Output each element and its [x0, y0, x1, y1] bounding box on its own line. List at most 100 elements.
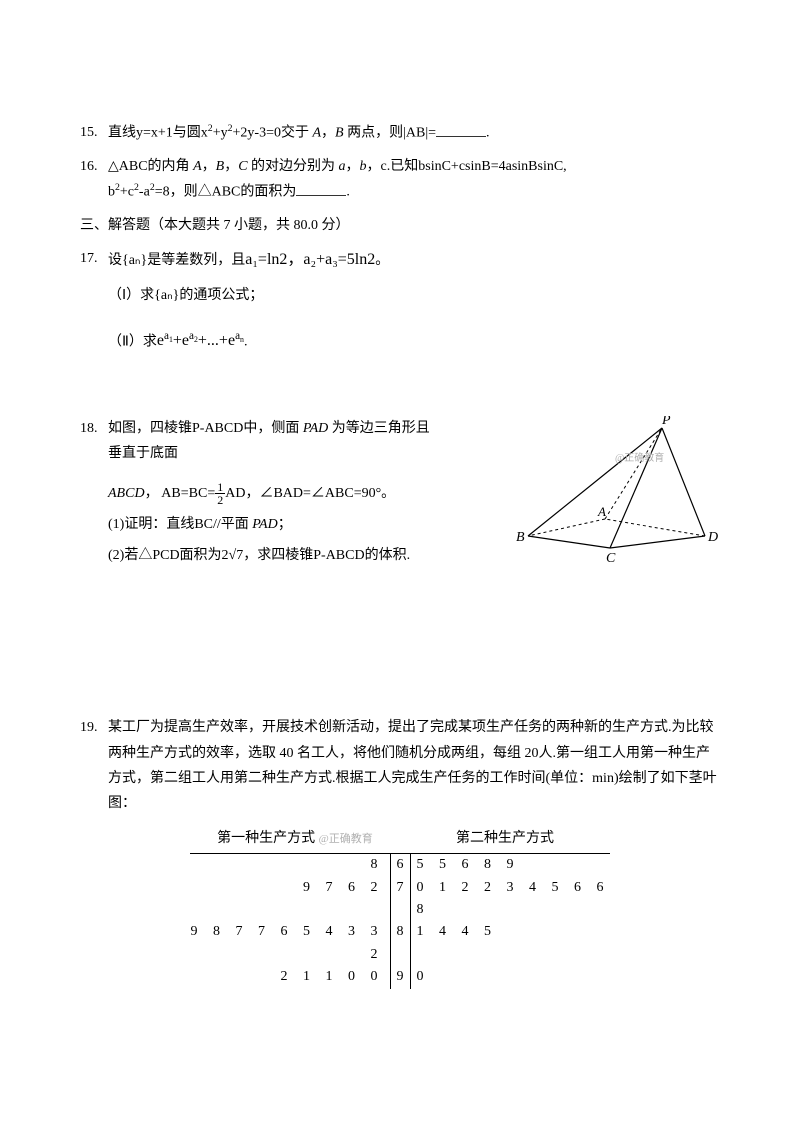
q16-c2: ， [224, 159, 238, 174]
q15-text-d: 两点，则|AB|= [344, 126, 436, 141]
question-17: 17. 设{aₙ}是等差数列，且a₁=ln2，a₂+a₃=5ln2。 [80, 246, 720, 275]
q16-l2a: b [108, 185, 115, 200]
q17-anset: {aₙ} [122, 253, 147, 268]
stemleaf-row: 865 5 6 8 9 [190, 854, 610, 876]
label-D: D [707, 530, 718, 545]
q16-body: △ABC的内角 A，B，C 的对边分别为 a，b，c.已知bsinC+csinB… [108, 154, 720, 205]
q17-p1-an: {aₙ} [154, 288, 179, 303]
section-3-title: 三、解答题（本大题共 7 小题，共 80.0 分） [80, 213, 720, 238]
q17-p2-label: （Ⅱ）求 [108, 334, 157, 349]
q15-number: 15. [80, 120, 108, 146]
q18-l1b: 为等边三角形且 [328, 421, 430, 436]
q17-body: 设{aₙ}是等差数列，且a₁=ln2，a₂+a₃=5ln2。 [108, 246, 720, 275]
q18-p1: (1)证明：直线BC//平面 [108, 517, 252, 532]
q15-body: 直线y=x+1与圆x2+y2+2y-3=0交于 A，B 两点，则|AB|=. [108, 120, 720, 146]
q18-frac-den: 2 [215, 494, 225, 506]
stemleaf-row: 2 1 1 0 090 [190, 966, 610, 988]
label-B: B [516, 530, 525, 545]
q16-b: b [360, 159, 367, 174]
stemleaf-row: 9 8 7 7 6 5 4 3 3 281 4 4 5 [190, 921, 610, 966]
q17-part1: （Ⅰ）求{aₙ}的通项公式； [108, 283, 720, 308]
question-19: 19. 某工厂为提高生产效率，开展技术创新活动，提出了完成某项生产任务的两种新的… [80, 715, 720, 988]
q16-c4: ，c.已知bsinC+csinB=4asinBsinC, [367, 159, 567, 174]
q18-eq2: AD [225, 486, 245, 501]
q15-B: B [335, 126, 344, 141]
q18-text-block: 18. 如图，四棱锥P-ABCD中，侧面 PAD 为等边三角形且 垂直于底面 A… [80, 416, 490, 574]
q17-p1-label: （Ⅰ）求 [108, 288, 154, 303]
q19-watermark: @正确教育 [319, 833, 373, 845]
stemleaf-left: 2 1 1 0 0 [190, 966, 391, 988]
q17-p2-expr: ea1+ea2+...+ean [157, 332, 244, 349]
q18-eq: AB=BC= [161, 486, 215, 501]
q18-abcd: ABCD [108, 486, 145, 501]
q16-c3: ， [346, 159, 360, 174]
pyramid-diagram: P A B C D @正确教育 [510, 416, 720, 575]
q17-text-a: 设 [108, 253, 122, 268]
header-left-text: 第一种生产方式 [217, 831, 315, 846]
q18-l1: 如图，四棱锥P-ABCD中，侧面 [108, 421, 303, 436]
q16-period: . [346, 185, 350, 200]
stemleaf-stem: 8 [391, 921, 411, 966]
question-18-wrap: 18. 如图，四棱锥P-ABCD中，侧面 PAD 为等边三角形且 垂直于底面 A… [80, 416, 720, 575]
q19-number: 19. [80, 715, 108, 816]
stemleaf-stem: 9 [391, 966, 411, 988]
q16-a: a [339, 159, 346, 174]
q16-B: B [216, 159, 225, 174]
q18-l2: 垂直于底面 [108, 446, 178, 461]
stemleaf-header: 第一种生产方式 @正确教育 第二种生产方式 [190, 826, 610, 854]
q16-blank [296, 182, 346, 196]
stemleaf-right: 5 5 6 8 9 [411, 854, 611, 876]
q17-p1-text: 的通项公式； [179, 288, 263, 303]
q16-l1a: △ABC的内角 [108, 159, 193, 174]
stemleaf-right: 1 4 4 5 [411, 921, 611, 966]
q18-body: 如图，四棱锥P-ABCD中，侧面 PAD 为等边三角形且 垂直于底面 [108, 416, 490, 466]
q17-eq1: a₁=ln2，a₂+a₃=5ln2 [245, 251, 375, 268]
stemleaf-row: 9 7 6 270 1 2 2 3 4 5 6 6 8 [190, 877, 610, 922]
q17-number: 17. [80, 246, 108, 275]
stemleaf-left: 9 7 6 2 [190, 877, 391, 922]
question-16: 16. △ABC的内角 A，B，C 的对边分别为 a，b，c.已知bsinC+c… [80, 154, 720, 205]
question-18: 18. 如图，四棱锥P-ABCD中，侧面 PAD 为等边三角形且 垂直于底面 [80, 416, 490, 466]
q15-text-a: 直线y=x+1与圆x [108, 126, 208, 141]
stemleaf-left: 9 8 7 7 6 5 4 3 3 2 [190, 921, 391, 966]
q17-p2-period: . [244, 334, 248, 349]
q19-row: 19. 某工厂为提高生产效率，开展技术创新活动，提出了完成某项生产任务的两种新的… [80, 715, 720, 816]
q16-C: C [238, 159, 247, 174]
stemleaf-stem: 7 [391, 877, 411, 922]
q17-period: 。 [375, 253, 389, 268]
q18-part2: (2)若△PCD面积为2√7，求四棱锥P-ABCD的体积. [108, 543, 490, 568]
stemleaf-right: 0 1 2 2 3 4 5 6 6 8 [411, 877, 611, 922]
q18-pad: PAD [303, 421, 328, 436]
q16-l2d: =8，则△ABC的面积为 [155, 185, 297, 200]
q16-l2c: -a [139, 185, 150, 200]
q16-c1: ， [202, 159, 216, 174]
q18-l3b: ， [145, 486, 159, 501]
stemleaf-stem: 6 [391, 854, 411, 876]
q17-part2: （Ⅱ）求ea1+ea2+...+ean. [108, 326, 720, 356]
stemleaf-header-left: 第一种生产方式 @正确教育 [190, 826, 400, 851]
q18-line3: ABCD， AB=BC=12AD，∠BAD=∠ABC=90°。 [108, 481, 490, 506]
q18-l3c: ，∠BAD=∠ABC=90°。 [245, 486, 395, 501]
stemleaf-right: 0 [411, 966, 611, 988]
pyramid-svg: P A B C D @正确教育 [510, 416, 720, 566]
q17-text-b: 是等差数列，且 [147, 253, 245, 268]
q15-text-b: +y [213, 126, 228, 141]
label-P: P [661, 416, 671, 428]
q18-watermark: @正确教育 [615, 451, 664, 464]
q18-frac: 12 [215, 481, 225, 506]
question-15: 15. 直线y=x+1与圆x2+y2+2y-3=0交于 A，B 两点，则|AB|… [80, 120, 720, 146]
q15-text-c: +2y-3=0交于 [233, 126, 313, 141]
q18-p1-end: ； [278, 517, 292, 532]
q16-l2b: +c [120, 185, 134, 200]
q16-number: 16. [80, 154, 108, 205]
q18-p1-pad: PAD [252, 517, 277, 532]
q15-comma1: ， [321, 126, 335, 141]
stemleaf-left: 8 [190, 854, 391, 876]
q15-blank [436, 123, 486, 137]
label-C: C [606, 551, 616, 566]
label-A: A [597, 504, 606, 519]
q18-part1: (1)证明：直线BC//平面 PAD； [108, 512, 490, 537]
q19-body: 某工厂为提高生产效率，开展技术创新活动，提出了完成某项生产任务的两种新的生产方式… [108, 715, 720, 816]
stemleaf-header-right: 第二种生产方式 [400, 826, 610, 851]
q18-number: 18. [80, 416, 108, 466]
